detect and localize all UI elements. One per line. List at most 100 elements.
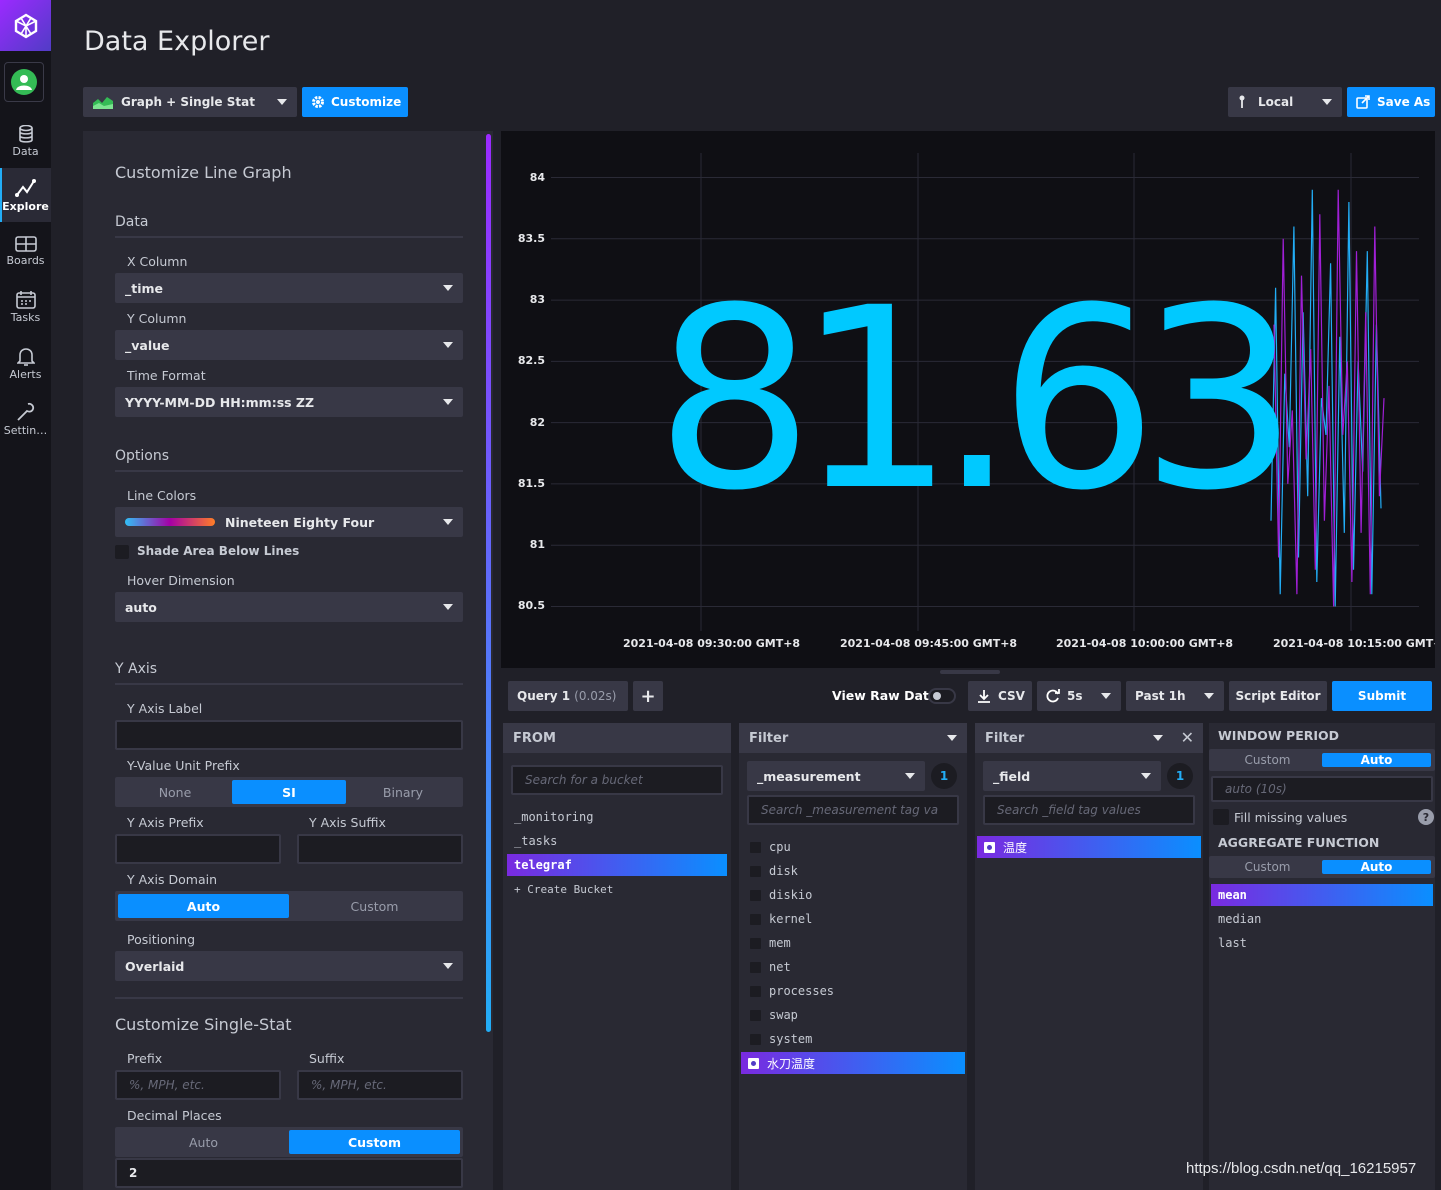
- function-item-selected[interactable]: mean: [1211, 884, 1433, 906]
- resize-handle[interactable]: [940, 670, 1000, 674]
- positioning-dropdown[interactable]: Overlaid: [115, 951, 463, 981]
- watermark-text: https://blog.csdn.net/qq_16215957: [1186, 1160, 1417, 1177]
- measurement-item[interactable]: kernel: [743, 908, 963, 930]
- decimal-custom[interactable]: Custom: [289, 1130, 460, 1154]
- y-domain-auto[interactable]: Auto: [118, 894, 289, 918]
- function-custom[interactable]: Custom: [1244, 860, 1291, 874]
- influxdb-logo[interactable]: [0, 0, 51, 51]
- x-tick-label: 2021-04-08 09:45:00 GMT+8: [840, 637, 1018, 650]
- unit-prefix-none[interactable]: None: [158, 784, 192, 800]
- nav-item-data[interactable]: Data: [0, 114, 51, 168]
- chevron-down-icon: [905, 773, 915, 779]
- hover-dimension-dropdown[interactable]: auto: [115, 592, 463, 622]
- function-auto[interactable]: Auto: [1322, 860, 1431, 874]
- fill-missing-checkbox[interactable]: [1213, 809, 1229, 825]
- time-format-dropdown[interactable]: YYYY-MM-DD HH:mm:ss ZZ: [115, 387, 463, 417]
- line-colors-dropdown[interactable]: Nineteen Eighty Four: [115, 507, 463, 537]
- submit-button[interactable]: Submit: [1332, 681, 1432, 711]
- decimal-places-value: 2: [129, 1166, 138, 1180]
- divider: [115, 236, 463, 238]
- time-range-dropdown[interactable]: Past 1h: [1126, 681, 1224, 711]
- field-item-selected[interactable]: 温度: [977, 836, 1201, 858]
- view-type-label: Graph + Single Stat: [121, 95, 255, 109]
- shade-area-checkbox[interactable]: [115, 545, 129, 559]
- help-icon[interactable]: ?: [1418, 809, 1434, 825]
- hover-dimension-value: auto: [125, 599, 157, 615]
- bucket-item-selected[interactable]: telegraf: [507, 854, 727, 876]
- decimal-auto[interactable]: Auto: [188, 1134, 219, 1150]
- unit-prefix-si[interactable]: SI: [232, 780, 346, 804]
- function-item[interactable]: median: [1211, 908, 1431, 930]
- filter-header[interactable]: Filter ✕: [975, 723, 1203, 753]
- csv-button[interactable]: CSV: [968, 681, 1032, 711]
- nav-item-label: Tasks: [10, 310, 41, 324]
- window-period-toggle: Custom Auto: [1209, 749, 1435, 771]
- measurement-item[interactable]: net: [743, 956, 963, 978]
- y-prefix-input[interactable]: [115, 834, 281, 864]
- y-column-dropdown[interactable]: _value: [115, 330, 463, 360]
- panel-scrollbar[interactable]: [486, 134, 491, 1032]
- query-tab[interactable]: Query 1 (0.02s): [508, 681, 628, 711]
- window-period-value: auto (10s): [1225, 782, 1287, 796]
- raw-data-toggle[interactable]: [928, 688, 956, 704]
- chevron-down-icon: [1101, 693, 1111, 699]
- refresh-label: 5s: [1067, 689, 1083, 703]
- nav-item-explore[interactable]: Explore: [0, 168, 51, 222]
- window-custom[interactable]: Custom: [1244, 753, 1291, 767]
- window-period-input[interactable]: auto (10s): [1211, 776, 1433, 802]
- tag-key-dropdown[interactable]: _field: [983, 761, 1161, 791]
- prefix-input[interactable]: %, MPH, etc.: [115, 1070, 281, 1100]
- bucket-search-placeholder: Search for a bucket: [525, 773, 643, 787]
- nav-item-boards[interactable]: Boards: [0, 224, 51, 278]
- nav-item-alerts[interactable]: Alerts: [0, 336, 51, 390]
- gear-icon: [312, 96, 324, 108]
- bucket-name: telegraf: [514, 858, 572, 872]
- measurement-item[interactable]: system: [743, 1028, 963, 1050]
- nav-item-settings[interactable]: Settin…: [0, 392, 51, 446]
- measurement-item[interactable]: diskio: [743, 884, 963, 906]
- decimal-places-input[interactable]: 2: [115, 1158, 463, 1188]
- user-avatar[interactable]: [4, 62, 44, 102]
- field-search-input[interactable]: Search _field tag values: [983, 795, 1195, 825]
- bucket-item[interactable]: _monitoring: [507, 806, 727, 828]
- view-type-dropdown[interactable]: Graph + Single Stat: [83, 87, 297, 117]
- divider: [115, 470, 463, 472]
- script-editor-button[interactable]: Script Editor: [1229, 681, 1327, 711]
- function-item[interactable]: last: [1211, 932, 1431, 954]
- chevron-down-icon: [277, 99, 287, 105]
- close-icon[interactable]: ✕: [1180, 728, 1194, 747]
- csv-label: CSV: [998, 689, 1025, 703]
- bucket-item[interactable]: _tasks: [507, 830, 727, 852]
- bucket-search-input[interactable]: Search for a bucket: [511, 765, 723, 795]
- tag-key-dropdown[interactable]: _measurement: [747, 761, 925, 791]
- window-auto[interactable]: Auto: [1322, 753, 1431, 767]
- measurement-item[interactable]: processes: [743, 980, 963, 1002]
- customize-title: Customize Line Graph: [115, 163, 292, 182]
- function-name: mean: [1218, 888, 1247, 902]
- measurement-name: system: [769, 1032, 813, 1046]
- nav-item-tasks[interactable]: Tasks: [0, 280, 51, 334]
- measurement-item-selected[interactable]: 水刀温度: [741, 1052, 965, 1074]
- measurement-item[interactable]: swap: [743, 1004, 963, 1026]
- filter-field-column: Filter ✕ _field 1 Search _field tag value…: [975, 723, 1203, 1190]
- suffix-input[interactable]: %, MPH, etc.: [297, 1070, 463, 1100]
- unit-prefix-binary[interactable]: Binary: [382, 784, 424, 800]
- function-name: last: [1218, 936, 1247, 950]
- measurement-search-input[interactable]: Search _measurement tag va: [747, 795, 959, 825]
- add-query-button[interactable]: +: [633, 681, 663, 711]
- auto-refresh-dropdown[interactable]: 5s: [1037, 681, 1121, 711]
- measurement-item[interactable]: disk: [743, 860, 963, 882]
- x-column-dropdown[interactable]: _time: [115, 273, 463, 303]
- measurement-item[interactable]: mem: [743, 932, 963, 954]
- measurement-item[interactable]: cpu: [743, 836, 963, 858]
- y-suffix-input[interactable]: [297, 834, 463, 864]
- timezone-dropdown[interactable]: Local: [1228, 87, 1342, 117]
- options-section-title: Options: [115, 448, 170, 464]
- y-axis-label-input[interactable]: [115, 720, 463, 750]
- create-bucket-link[interactable]: + Create Bucket: [507, 878, 727, 900]
- filter-header[interactable]: Filter: [739, 723, 967, 753]
- save-as-button[interactable]: Save As: [1347, 87, 1435, 117]
- y-domain-custom[interactable]: Custom: [350, 898, 399, 914]
- customize-button[interactable]: Customize: [302, 87, 408, 117]
